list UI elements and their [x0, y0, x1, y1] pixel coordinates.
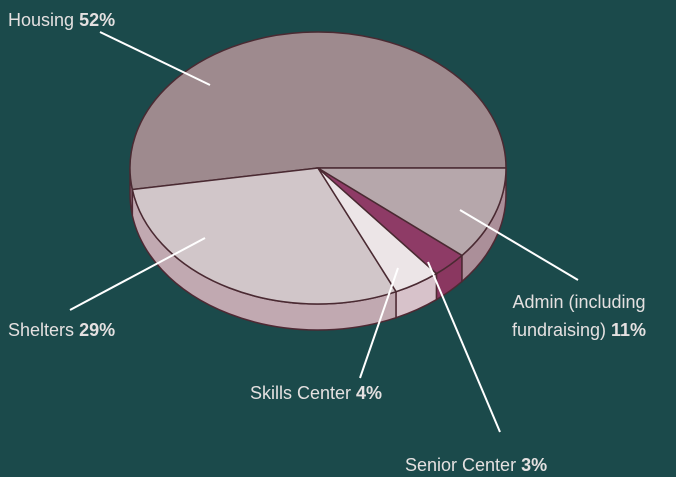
slice — [131, 167, 398, 305]
leader-line — [459, 209, 579, 281]
slice — [129, 31, 507, 191]
slice-label: Shelters 29% — [8, 316, 115, 344]
category-name: Skills Center — [250, 383, 352, 403]
category-name: Admin (including fundraising) — [511, 292, 646, 340]
slice-side-shade — [462, 168, 506, 282]
value-label: 29% — [79, 320, 116, 340]
slice-label: Admin (including fundraising) 11% — [484, 288, 674, 344]
slice-side-shade — [396, 273, 437, 318]
slice-label: Skills Center 4% — [250, 379, 382, 407]
slice-label: Senior Center 3% — [405, 451, 547, 477]
slice — [315, 167, 507, 257]
leader-line — [427, 261, 501, 433]
slice-side-shade — [436, 255, 463, 300]
category-name: Shelters — [8, 320, 75, 340]
leader-line — [99, 31, 211, 86]
slice-side-shade — [132, 189, 397, 330]
slice-label: Housing 52% — [8, 6, 115, 34]
category-name: Housing — [8, 10, 75, 30]
leader-line — [359, 267, 399, 379]
value-label: 3% — [521, 455, 548, 475]
category-name: Senior Center — [405, 455, 517, 475]
value-label: 11% — [611, 320, 647, 340]
leader-line — [69, 237, 206, 311]
value-label: 52% — [79, 10, 116, 30]
value-label: 4% — [356, 383, 383, 403]
